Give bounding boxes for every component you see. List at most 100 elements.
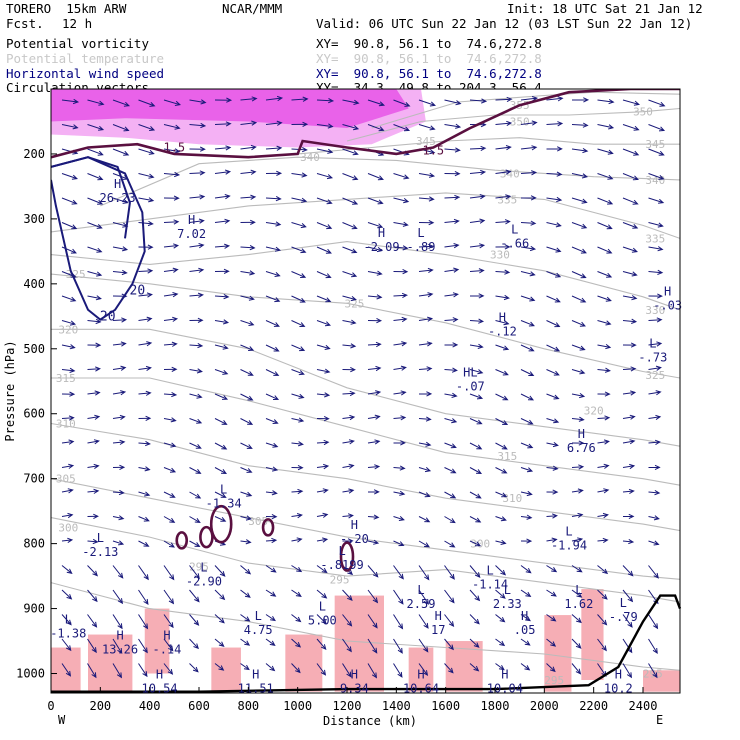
- vector-arrow: [469, 540, 482, 547]
- vector-arrow: [342, 271, 358, 278]
- vector-arrow: [418, 663, 429, 677]
- vector-arrow: [648, 515, 660, 521]
- vector-arrow: [87, 439, 100, 445]
- vector-arrow: [546, 565, 558, 573]
- vector-arrow: [240, 344, 255, 351]
- vector-arrow: [393, 268, 409, 275]
- extremum-value: .05: [514, 623, 536, 637]
- vector-arrow: [240, 320, 255, 326]
- vector-arrow: [138, 663, 148, 678]
- theta-label: 340: [300, 151, 320, 164]
- vector-arrow: [214, 243, 231, 249]
- vector-arrow: [520, 320, 535, 327]
- vector-arrow: [291, 589, 302, 597]
- low-level-shading: [88, 634, 133, 692]
- vector-arrow: [316, 463, 330, 470]
- vector-arrow: [112, 489, 125, 496]
- x-tick-label: 1400: [382, 699, 411, 713]
- extremum-value: 7.02: [177, 227, 206, 241]
- vector-arrow: [138, 516, 150, 522]
- vector-arrow: [622, 99, 641, 106]
- vector-arrow: [546, 614, 557, 622]
- vector-arrow: [189, 565, 200, 580]
- theta-label: 295: [544, 674, 564, 687]
- vector-arrow: [571, 369, 586, 375]
- vector-arrow: [597, 439, 610, 445]
- vector-arrow: [520, 589, 532, 598]
- vector-arrow: [393, 565, 404, 580]
- vector-arrow: [316, 439, 330, 446]
- extremum-value: 10.04: [487, 682, 523, 696]
- vector-arrow: [214, 121, 232, 127]
- legend-pv-xy: XY= 90.8, 56.1 to 74.6,272.8: [316, 36, 542, 51]
- vector-arrow: [342, 99, 360, 105]
- vector-arrow: [87, 124, 105, 131]
- vector-arrow: [138, 589, 149, 605]
- vector-arrow: [240, 96, 258, 102]
- extremum-value: 1.62: [564, 597, 593, 611]
- y-tick-label: 500: [23, 342, 45, 356]
- vector-arrow: [418, 614, 429, 629]
- vector-arrow: [648, 489, 661, 496]
- legend-wind: Horizontal wind speed: [6, 66, 165, 81]
- wind-contour-label: 20: [100, 309, 116, 324]
- vector-arrow: [214, 393, 229, 400]
- vector-arrow: [214, 491, 227, 498]
- vector-arrow: [546, 344, 561, 352]
- extremum-marker: L: [575, 583, 582, 597]
- vector-arrow: [648, 99, 666, 107]
- vector-arrow: [444, 442, 457, 449]
- vector-arrow: [520, 663, 531, 671]
- vector-arrow: [648, 565, 659, 579]
- vector-arrow: [291, 369, 305, 376]
- vector-arrow: [546, 663, 556, 673]
- vector-arrow: [495, 539, 507, 545]
- theta-line: [51, 517, 680, 603]
- vector-arrow: [622, 439, 636, 445]
- vector-arrow: [469, 565, 481, 578]
- vector-arrow: [265, 120, 283, 126]
- vector-arrow: [189, 589, 200, 603]
- vector-arrow: [444, 638, 454, 651]
- vector-arrow: [189, 516, 201, 523]
- vector-arrow: [112, 124, 130, 132]
- vector-arrow: [444, 467, 457, 474]
- vector-arrow: [367, 173, 384, 181]
- theta-label: 330: [490, 249, 510, 262]
- vector-arrow: [265, 614, 276, 622]
- vector-arrow: [367, 294, 383, 300]
- legend-theta: Potential temperature: [6, 51, 165, 66]
- extremum-value: -.12: [488, 324, 517, 338]
- extremum-marker: H: [156, 668, 163, 682]
- vector-arrow: [571, 246, 587, 254]
- vector-arrow: [571, 663, 582, 675]
- vector-arrow: [444, 194, 461, 201]
- vector-arrow: [418, 441, 432, 447]
- theta-label: 320: [58, 323, 78, 336]
- vector-arrow: [520, 393, 535, 401]
- vector-arrow: [418, 243, 435, 250]
- vector-arrow: [520, 120, 538, 126]
- theta-label: 295: [643, 668, 663, 681]
- vector-arrow: [495, 294, 510, 301]
- vector-arrow: [163, 442, 177, 448]
- east-label: E: [656, 713, 663, 727]
- vector-arrow: [418, 341, 433, 347]
- x-tick-label: 1600: [431, 699, 460, 713]
- vector-arrow: [495, 491, 508, 498]
- vector-arrow: [495, 96, 513, 103]
- vector-arrow: [444, 614, 455, 628]
- vector-arrow: [495, 638, 506, 647]
- vector-arrow: [520, 565, 532, 574]
- vector-arrow: [546, 196, 563, 203]
- legend-theta-xy: XY= 90.8, 56.1 to 74.6,272.8: [316, 51, 542, 66]
- vector-arrow: [265, 638, 276, 646]
- vector-arrow: [316, 295, 332, 303]
- x-axis-label: Distance (km): [323, 714, 417, 728]
- vector-arrow: [469, 467, 483, 475]
- vector-arrow: [240, 393, 254, 401]
- vector-arrow: [316, 98, 335, 104]
- vector-arrow: [444, 123, 462, 129]
